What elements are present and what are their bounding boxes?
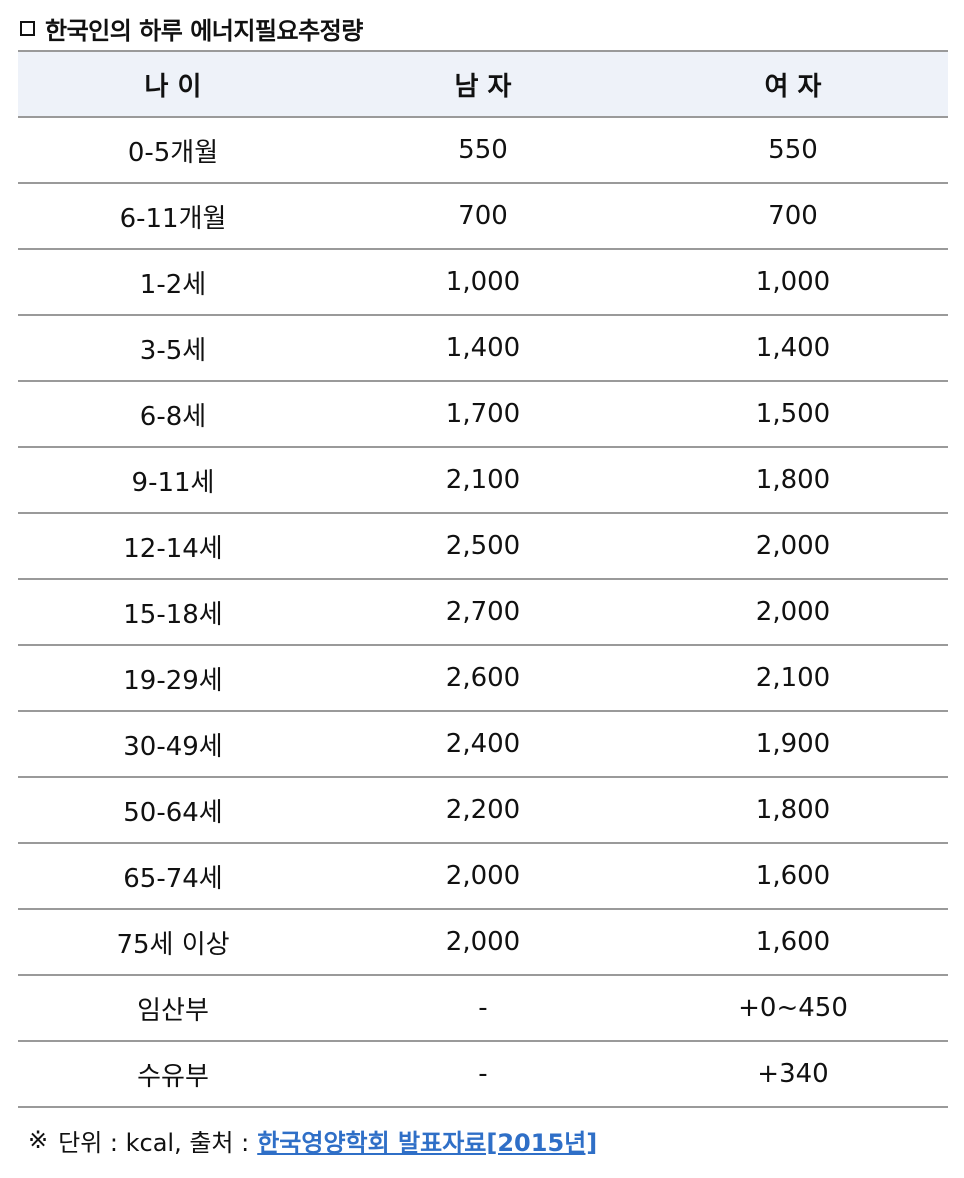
- cell-male: 2,400: [328, 711, 638, 778]
- cell-male: -: [328, 975, 638, 1042]
- cell-female: 2,100: [638, 645, 948, 712]
- cell-age: 9-11세: [18, 447, 328, 514]
- table-row: 수유부 - +340: [18, 1041, 948, 1108]
- cell-female: 1,600: [638, 909, 948, 976]
- footnote-text: 단위 : kcal, 출처 :: [58, 1128, 250, 1157]
- cell-age: 50-64세: [18, 777, 328, 844]
- table-header: 나 이 남 자 여 자: [18, 50, 948, 118]
- cell-male: 2,600: [328, 645, 638, 712]
- cell-female: 1,000: [638, 249, 948, 316]
- header-male: 남 자: [328, 50, 638, 118]
- cell-male: 1,700: [328, 381, 638, 448]
- table-row: 65-74세 2,000 1,600: [18, 843, 948, 910]
- cell-age: 12-14세: [18, 513, 328, 580]
- cell-female: 1,600: [638, 843, 948, 910]
- cell-female: 700: [638, 183, 948, 250]
- cell-age: 15-18세: [18, 579, 328, 646]
- energy-table: 나 이 남 자 여 자 0-5개월 550 550 6-11개월 700 700…: [18, 50, 948, 1108]
- table-row: 9-11세 2,100 1,800: [18, 447, 948, 514]
- cell-female: 2,000: [638, 579, 948, 646]
- cell-age: 19-29세: [18, 645, 328, 712]
- table-row: 임산부 - +0~450: [18, 975, 948, 1042]
- table-row: 50-64세 2,200 1,800: [18, 777, 948, 844]
- cell-male: 2,100: [328, 447, 638, 514]
- checkbox-square-icon: [20, 20, 35, 36]
- cell-male: 550: [328, 117, 638, 184]
- cell-female: 1,800: [638, 447, 948, 514]
- table-row: 6-11개월 700 700: [18, 183, 948, 250]
- table-row: 75세 이상 2,000 1,600: [18, 909, 948, 976]
- cell-male: 2,000: [328, 909, 638, 976]
- cell-age: 1-2세: [18, 249, 328, 316]
- table-row: 6-8세 1,700 1,500: [18, 381, 948, 448]
- table-row: 12-14세 2,500 2,000: [18, 513, 948, 580]
- reference-mark-icon: ※: [28, 1126, 49, 1154]
- cell-male: 2,200: [328, 777, 638, 844]
- cell-male: 1,400: [328, 315, 638, 382]
- cell-age: 75세 이상: [18, 909, 328, 976]
- cell-age: 수유부: [18, 1041, 328, 1108]
- footnote: ※ 단위 : kcal, 출처 : 한국영양학회 발표자료[2015년]: [28, 1120, 597, 1160]
- header-age: 나 이: [18, 50, 328, 118]
- cell-female: 550: [638, 117, 948, 184]
- cell-male: -: [328, 1041, 638, 1108]
- table-row: 1-2세 1,000 1,000: [18, 249, 948, 316]
- cell-female: +0~450: [638, 975, 948, 1042]
- cell-age: 임산부: [18, 975, 328, 1042]
- cell-male: 700: [328, 183, 638, 250]
- cell-age: 6-8세: [18, 381, 328, 448]
- cell-age: 3-5세: [18, 315, 328, 382]
- table-row: 19-29세 2,600 2,100: [18, 645, 948, 712]
- page-title: 한국인의 하루 에너지필요추정량: [20, 10, 363, 46]
- source-link[interactable]: 한국영양학회 발표자료[2015년]: [257, 1128, 598, 1157]
- header-female: 여 자: [638, 50, 948, 118]
- cell-male: 2,000: [328, 843, 638, 910]
- cell-female: 1,800: [638, 777, 948, 844]
- table-row: 30-49세 2,400 1,900: [18, 711, 948, 778]
- table-row: 3-5세 1,400 1,400: [18, 315, 948, 382]
- table-header-row: 나 이 남 자 여 자: [18, 50, 948, 118]
- table-row: 0-5개월 550 550: [18, 117, 948, 184]
- cell-female: +340: [638, 1041, 948, 1108]
- cell-female: 1,400: [638, 315, 948, 382]
- cell-age: 6-11개월: [18, 183, 328, 250]
- page-title-text: 한국인의 하루 에너지필요추정량: [45, 16, 363, 45]
- cell-age: 0-5개월: [18, 117, 328, 184]
- cell-male: 2,500: [328, 513, 638, 580]
- cell-age: 30-49세: [18, 711, 328, 778]
- table-row: 15-18세 2,700 2,000: [18, 579, 948, 646]
- cell-female: 1,900: [638, 711, 948, 778]
- cell-female: 2,000: [638, 513, 948, 580]
- cell-male: 1,000: [328, 249, 638, 316]
- table-body: 0-5개월 550 550 6-11개월 700 700 1-2세 1,000 …: [18, 117, 948, 1108]
- cell-female: 1,500: [638, 381, 948, 448]
- cell-male: 2,700: [328, 579, 638, 646]
- cell-age: 65-74세: [18, 843, 328, 910]
